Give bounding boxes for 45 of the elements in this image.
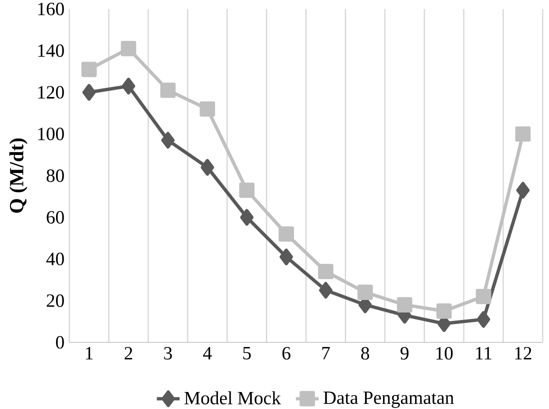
point <box>476 288 492 304</box>
y-tick-label: 60 <box>46 211 64 224</box>
point <box>319 282 332 299</box>
point <box>280 248 293 266</box>
point <box>318 264 334 280</box>
point <box>436 303 452 319</box>
point <box>240 208 254 226</box>
point <box>278 226 294 242</box>
point <box>200 101 216 117</box>
legend-label: Model Mock <box>184 391 281 404</box>
y-tick-label: 40 <box>46 252 64 266</box>
point <box>160 82 176 98</box>
y-tick-label: 100 <box>38 128 64 140</box>
legend-label: Data Pengamatan <box>324 392 454 408</box>
x-tick-label: 10 <box>436 347 453 360</box>
point <box>161 132 175 149</box>
point <box>516 182 530 199</box>
point <box>358 284 373 300</box>
y-tick-label: 140 <box>38 44 64 57</box>
point <box>200 158 214 176</box>
x-tick-label: 11 <box>476 347 492 360</box>
point <box>120 40 136 56</box>
x-tick-label: 8 <box>361 347 370 360</box>
x-tick-label: 9 <box>400 347 409 360</box>
x-tick-label: 1 <box>86 347 93 360</box>
y-axis-title: Q (M/dt) <box>9 138 28 213</box>
x-tick-label: 4 <box>203 347 212 360</box>
point <box>239 182 255 198</box>
x-tick-label: 3 <box>164 347 172 360</box>
point <box>82 84 96 101</box>
point <box>515 126 531 142</box>
x-tick-label: 12 <box>515 347 532 360</box>
y-tick-label: 120 <box>38 86 64 99</box>
y-tick-label: 160 <box>38 2 64 16</box>
point <box>476 311 490 328</box>
point <box>396 297 412 312</box>
y-tick-label: 20 <box>46 294 64 307</box>
y-tick-label: 80 <box>46 169 64 182</box>
x-tick-label: 6 <box>282 347 290 360</box>
x-tick-label: 2 <box>124 347 132 360</box>
x-tick-label: 5 <box>243 347 251 360</box>
point <box>122 78 136 94</box>
x-tick-label: 7 <box>322 347 330 360</box>
y-tick-label: 0 <box>56 336 64 349</box>
point <box>81 62 97 78</box>
